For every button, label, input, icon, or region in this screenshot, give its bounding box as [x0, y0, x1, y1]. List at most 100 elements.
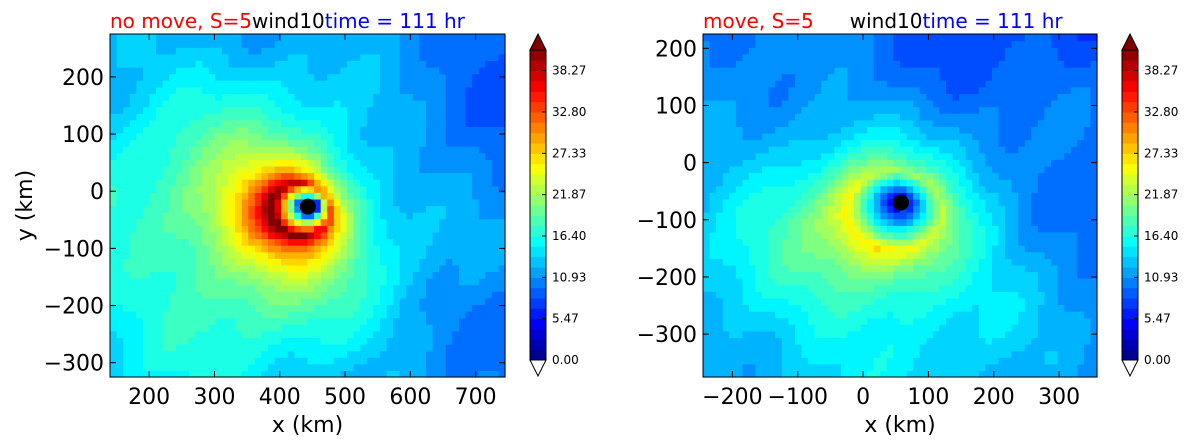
field-cell: [788, 344, 796, 352]
field-cell: [248, 159, 256, 167]
field-cell: [366, 198, 374, 207]
field-cell: [320, 350, 328, 358]
field-cell: [919, 317, 927, 325]
field-cell: [1077, 192, 1085, 200]
field-cell: [893, 324, 901, 332]
field-cell: [129, 271, 137, 279]
field-cell: [360, 344, 368, 352]
field-cell: [156, 330, 164, 339]
field-cell: [241, 284, 249, 292]
field-cell: [228, 225, 236, 233]
field-cell: [320, 324, 328, 332]
field-cell: [978, 357, 986, 365]
field-cell: [327, 238, 335, 246]
field-cell: [228, 47, 236, 55]
field-cell: [478, 284, 486, 292]
field-cell: [136, 99, 144, 108]
field-cell: [827, 245, 835, 253]
field-cell: [175, 231, 184, 240]
field-cell: [327, 350, 335, 358]
field-cell: [386, 192, 394, 200]
field-cell: [485, 99, 493, 108]
field-cell: [221, 106, 230, 114]
field-cell: [241, 73, 249, 81]
field-cell: [195, 139, 203, 147]
field-cell: [235, 99, 243, 108]
field-cell: [314, 357, 322, 365]
field-cell: [854, 192, 862, 200]
field-cell: [320, 337, 328, 345]
field-cell: [300, 152, 309, 160]
field-cell: [281, 165, 289, 174]
field-cell: [709, 271, 717, 279]
field-cell: [742, 291, 750, 299]
field-cell: [1024, 212, 1032, 220]
field-cell: [241, 139, 249, 147]
field-cell: [900, 245, 908, 253]
field-cell: [1057, 212, 1065, 220]
field-cell: [300, 238, 309, 246]
field-cell: [327, 119, 335, 127]
field-cell: [116, 311, 124, 319]
field-cell: [945, 317, 954, 325]
field-cell: [202, 60, 210, 68]
field-cell: [485, 363, 493, 372]
field-cell: [716, 278, 724, 286]
field-cell: [215, 192, 223, 200]
field-cell: [393, 53, 401, 61]
field-cell: [932, 218, 940, 226]
field-cell: [182, 238, 190, 246]
field-cell: [926, 370, 934, 378]
field-cell: [327, 179, 335, 187]
field-cell: [412, 152, 421, 160]
field-cell: [314, 60, 322, 68]
field-cell: [327, 330, 335, 339]
field-cell: [366, 146, 374, 154]
field-cell: [932, 225, 940, 233]
field-cell: [1018, 231, 1026, 240]
field-cell: [465, 284, 473, 292]
field-cell: [873, 317, 881, 325]
field-cell: [814, 271, 822, 279]
field-cell: [722, 192, 730, 200]
field-cell: [123, 165, 131, 174]
field-cell: [353, 172, 361, 180]
field-cell: [472, 73, 480, 81]
field-cell: [472, 132, 480, 141]
field-cell: [926, 218, 934, 226]
field-cell: [136, 238, 144, 246]
field-cell: [985, 278, 993, 286]
field-cell: [235, 179, 243, 187]
field-cell: [478, 317, 486, 325]
field-cell: [485, 179, 493, 187]
field-cell: [268, 152, 276, 160]
field-cell: [1070, 264, 1078, 273]
field-cell: [722, 370, 730, 378]
field-cell: [893, 337, 901, 345]
field-cell: [735, 185, 743, 193]
field-cell: [221, 218, 230, 226]
field-cell: [162, 192, 170, 200]
field-cell: [360, 185, 368, 193]
field-cell: [386, 106, 394, 114]
field-cell: [729, 251, 737, 259]
field-cell: [755, 192, 763, 200]
field-cell: [965, 225, 973, 233]
field-cell: [472, 311, 480, 319]
field-cell: [221, 205, 230, 213]
field-cell: [1064, 185, 1072, 193]
field-cell: [399, 258, 407, 266]
x-tick-label: 400: [259, 385, 301, 410]
field-cell: [959, 297, 967, 306]
field-cell: [742, 330, 750, 339]
field-cell: [182, 324, 190, 332]
field-cell: [353, 317, 361, 325]
field-cell: [287, 205, 295, 213]
field-cell: [419, 350, 427, 358]
field-cell: [794, 245, 803, 253]
field-cell: [919, 245, 927, 253]
field-cell: [169, 152, 177, 160]
field-cell: [268, 86, 276, 94]
field-cell: [379, 304, 388, 312]
field-cell: [860, 370, 868, 378]
